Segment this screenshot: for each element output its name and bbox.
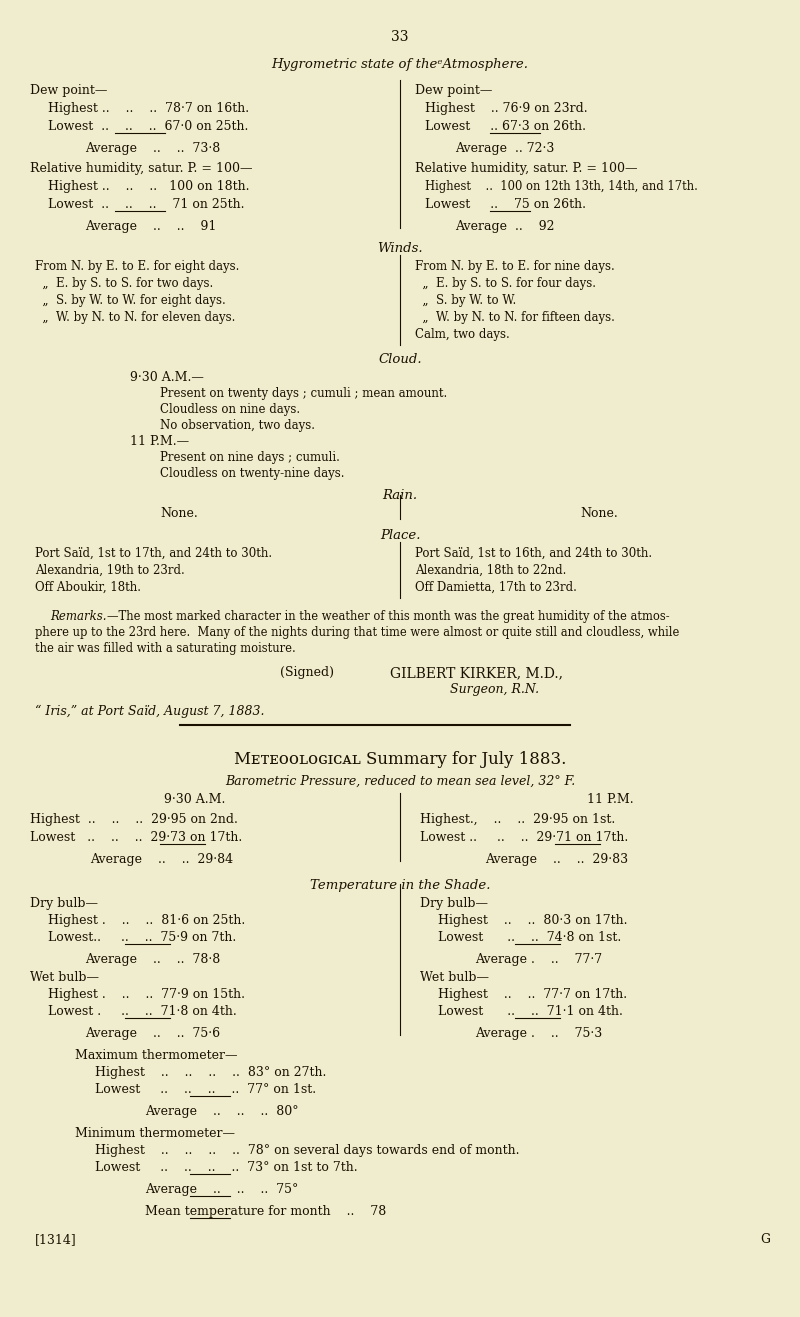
Text: Rain.: Rain. bbox=[382, 489, 418, 502]
Text: Average .    ..    75·3: Average . .. 75·3 bbox=[475, 1027, 602, 1040]
Text: Lowest      ..    ..  71·1 on 4th.: Lowest .. .. 71·1 on 4th. bbox=[438, 1005, 623, 1018]
Text: Present on nine days ; cumuli.: Present on nine days ; cumuli. bbox=[160, 450, 340, 464]
Text: Relative humidity, satur. P. = 100—: Relative humidity, satur. P. = 100— bbox=[30, 162, 253, 175]
Text: Dry bulb—: Dry bulb— bbox=[420, 897, 488, 910]
Text: Lowest     .. 67·3 on 26th.: Lowest .. 67·3 on 26th. bbox=[425, 120, 586, 133]
Text: Average    ..    ..    ..  80°: Average .. .. .. 80° bbox=[145, 1105, 298, 1118]
Text: Hygrometric state of theᵉAtmosphere.: Hygrometric state of theᵉAtmosphere. bbox=[271, 58, 529, 71]
Text: phere up to the 23rd here.  Many of the nights during that time were almost or q: phere up to the 23rd here. Many of the n… bbox=[35, 626, 679, 639]
Text: „  E. by S. to S. for two days.: „ E. by S. to S. for two days. bbox=[35, 277, 214, 290]
Text: Cloudless on twenty-nine days.: Cloudless on twenty-nine days. bbox=[160, 468, 345, 479]
Text: Lowest     ..    ..    ..    ..  77° on 1st.: Lowest .. .. .. .. 77° on 1st. bbox=[95, 1083, 316, 1096]
Text: Port Saïd, 1st to 17th, and 24th to 30th.: Port Saïd, 1st to 17th, and 24th to 30th… bbox=[35, 547, 272, 560]
Text: Average .    ..    77·7: Average . .. 77·7 bbox=[475, 954, 602, 965]
Text: 11 P.M.—: 11 P.M.— bbox=[130, 435, 189, 448]
Text: Highest    ..    ..    ..    ..  78° on several days towards end of month.: Highest .. .. .. .. 78° on several days … bbox=[95, 1144, 519, 1158]
Text: „  E. by S. to S. for four days.: „ E. by S. to S. for four days. bbox=[415, 277, 596, 290]
Text: None.: None. bbox=[160, 507, 198, 520]
Text: Barometric Pressure, reduced to mean sea level, 32° F.: Barometric Pressure, reduced to mean sea… bbox=[225, 774, 575, 788]
Text: Average    ..    ..  29·83: Average .. .. 29·83 bbox=[485, 853, 628, 867]
Text: Dew point—: Dew point— bbox=[30, 84, 107, 97]
Text: Highest    ..  100 on 12th 13th, 14th, and 17th.: Highest .. 100 on 12th 13th, 14th, and 1… bbox=[425, 180, 698, 194]
Text: [1314]: [1314] bbox=[35, 1233, 77, 1246]
Text: Lowest     ..    ..    ..    ..  73° on 1st to 7th.: Lowest .. .. .. .. 73° on 1st to 7th. bbox=[95, 1162, 358, 1173]
Text: Minimum thermometer—: Minimum thermometer— bbox=[75, 1127, 235, 1141]
Text: From N. by E. to E. for nine days.: From N. by E. to E. for nine days. bbox=[415, 259, 614, 273]
Text: Highest ..    ..    ..   100 on 18th.: Highest .. .. .. 100 on 18th. bbox=[48, 180, 250, 194]
Text: No observation, two days.: No observation, two days. bbox=[160, 419, 315, 432]
Text: Average    ..    ..    ..  75°: Average .. .. .. 75° bbox=[145, 1183, 298, 1196]
Text: Lowest  ..    ..    ..    71 on 25th.: Lowest .. .. .. 71 on 25th. bbox=[48, 198, 245, 211]
Text: Lowest..     ..    ..  75·9 on 7th.: Lowest.. .. .. 75·9 on 7th. bbox=[48, 931, 236, 944]
Text: “ Iris,” at Port Saïd, August 7, 1883.: “ Iris,” at Port Saïd, August 7, 1883. bbox=[35, 705, 265, 718]
Text: Highest    ..    ..  77·7 on 17th.: Highest .. .. 77·7 on 17th. bbox=[438, 988, 627, 1001]
Text: Lowest .     ..    ..  71·8 on 4th.: Lowest . .. .. 71·8 on 4th. bbox=[48, 1005, 237, 1018]
Text: None.: None. bbox=[580, 507, 618, 520]
Text: Dew point—: Dew point— bbox=[415, 84, 492, 97]
Text: —The most marked character in the weather of this month was the great humidity o: —The most marked character in the weathe… bbox=[107, 610, 670, 623]
Text: Cloudless on nine days.: Cloudless on nine days. bbox=[160, 403, 300, 416]
Text: GILBERT KIRKER, M.D.,: GILBERT KIRKER, M.D., bbox=[390, 666, 563, 680]
Text: 9·30 A.M.: 9·30 A.M. bbox=[164, 793, 226, 806]
Text: „  W. by N. to N. for fifteen days.: „ W. by N. to N. for fifteen days. bbox=[415, 311, 615, 324]
Text: Calm, two days.: Calm, two days. bbox=[415, 328, 510, 341]
Text: 9·30 A.M.—: 9·30 A.M.— bbox=[130, 371, 204, 385]
Text: Port Saïd, 1st to 16th, and 24th to 30th.: Port Saïd, 1st to 16th, and 24th to 30th… bbox=[415, 547, 652, 560]
Text: Cloud.: Cloud. bbox=[378, 353, 422, 366]
Text: Lowest  ..    ..    ..  67·0 on 25th.: Lowest .. .. .. 67·0 on 25th. bbox=[48, 120, 248, 133]
Text: G: G bbox=[760, 1233, 770, 1246]
Text: Average    ..    ..  75·6: Average .. .. 75·6 bbox=[85, 1027, 220, 1040]
Text: Highest .    ..    ..  77·9 on 15th.: Highest . .. .. 77·9 on 15th. bbox=[48, 988, 245, 1001]
Text: Remarks.: Remarks. bbox=[50, 610, 106, 623]
Text: Highest.,    ..    ..  29·95 on 1st.: Highest., .. .. 29·95 on 1st. bbox=[420, 813, 615, 826]
Text: Highest .    ..    ..  81·6 on 25th.: Highest . .. .. 81·6 on 25th. bbox=[48, 914, 246, 927]
Text: Off Damietta, 17th to 23rd.: Off Damietta, 17th to 23rd. bbox=[415, 581, 577, 594]
Text: Winds.: Winds. bbox=[377, 242, 423, 255]
Text: Average    ..    ..  29·84: Average .. .. 29·84 bbox=[90, 853, 233, 867]
Text: Average    ..    ..  78·8: Average .. .. 78·8 bbox=[85, 954, 220, 965]
Text: Off Aboukir, 18th.: Off Aboukir, 18th. bbox=[35, 581, 141, 594]
Text: Mᴇᴛᴇᴏᴏʟᴏɢɪᴄᴀʟ Summary for July 1883.: Mᴇᴛᴇᴏᴏʟᴏɢɪᴄᴀʟ Summary for July 1883. bbox=[234, 751, 566, 768]
Text: Lowest      ..    ..  74·8 on 1st.: Lowest .. .. 74·8 on 1st. bbox=[438, 931, 622, 944]
Text: Present on twenty days ; cumuli ; mean amount.: Present on twenty days ; cumuli ; mean a… bbox=[160, 387, 447, 400]
Text: Temperature in the Shade.: Temperature in the Shade. bbox=[310, 878, 490, 892]
Text: „  S. by W. to W.: „ S. by W. to W. bbox=[415, 294, 516, 307]
Text: Average    ..    ..    91: Average .. .. 91 bbox=[85, 220, 216, 233]
Text: 33: 33 bbox=[391, 30, 409, 43]
Text: Highest    .. 76·9 on 23rd.: Highest .. 76·9 on 23rd. bbox=[425, 101, 588, 115]
Text: 11 P.M.: 11 P.M. bbox=[586, 793, 634, 806]
Text: „  W. by N. to N. for eleven days.: „ W. by N. to N. for eleven days. bbox=[35, 311, 235, 324]
Text: Lowest   ..    ..    ..  29·73 on 17th.: Lowest .. .. .. 29·73 on 17th. bbox=[30, 831, 242, 844]
Text: Alexandria, 19th to 23rd.: Alexandria, 19th to 23rd. bbox=[35, 564, 185, 577]
Text: Average  .. 72·3: Average .. 72·3 bbox=[455, 142, 554, 155]
Text: From N. by E. to E. for eight days.: From N. by E. to E. for eight days. bbox=[35, 259, 239, 273]
Text: Lowest ..     ..    ..  29·71 on 17th.: Lowest .. .. .. 29·71 on 17th. bbox=[420, 831, 628, 844]
Text: Alexandria, 18th to 22nd.: Alexandria, 18th to 22nd. bbox=[415, 564, 566, 577]
Text: Wet bulb—: Wet bulb— bbox=[420, 971, 489, 984]
Text: Surgeon, R.N.: Surgeon, R.N. bbox=[450, 684, 539, 695]
Text: Lowest     ..    75 on 26th.: Lowest .. 75 on 26th. bbox=[425, 198, 586, 211]
Text: Dry bulb—: Dry bulb— bbox=[30, 897, 98, 910]
Text: the air was filled with a saturating moisture.: the air was filled with a saturating moi… bbox=[35, 641, 296, 655]
Text: Wet bulb—: Wet bulb— bbox=[30, 971, 99, 984]
Text: Maximum thermometer—: Maximum thermometer— bbox=[75, 1050, 238, 1062]
Text: Highest    ..    ..    ..    ..  83° on 27th.: Highest .. .. .. .. 83° on 27th. bbox=[95, 1065, 326, 1079]
Text: Mean temperature for month    ..    78: Mean temperature for month .. 78 bbox=[145, 1205, 386, 1218]
Text: Average  ..    92: Average .. 92 bbox=[455, 220, 554, 233]
Text: (Signed): (Signed) bbox=[280, 666, 334, 680]
Text: Relative humidity, satur. P. = 100—: Relative humidity, satur. P. = 100— bbox=[415, 162, 638, 175]
Text: Highest  ..    ..    ..  29·95 on 2nd.: Highest .. .. .. 29·95 on 2nd. bbox=[30, 813, 238, 826]
Text: Average    ..    ..  73·8: Average .. .. 73·8 bbox=[85, 142, 220, 155]
Text: Highest ..    ..    ..  78·7 on 16th.: Highest .. .. .. 78·7 on 16th. bbox=[48, 101, 249, 115]
Text: Place.: Place. bbox=[380, 529, 420, 543]
Text: Highest    ..    ..  80·3 on 17th.: Highest .. .. 80·3 on 17th. bbox=[438, 914, 627, 927]
Text: „  S. by W. to W. for eight days.: „ S. by W. to W. for eight days. bbox=[35, 294, 226, 307]
